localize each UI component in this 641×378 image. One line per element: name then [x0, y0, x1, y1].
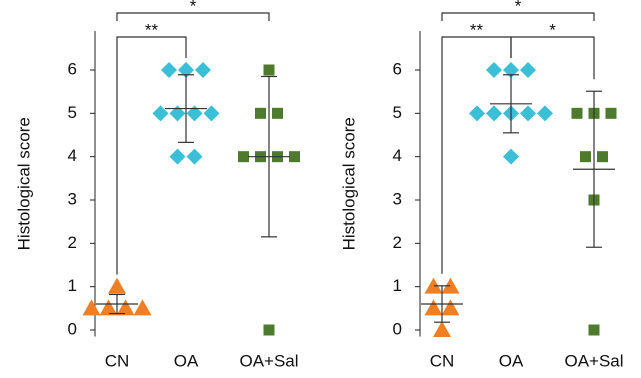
- y-tick-label: 2: [393, 233, 402, 252]
- x-tick-label: CN: [430, 351, 455, 370]
- point: [580, 151, 591, 163]
- point: [424, 277, 443, 294]
- significance-label: *: [515, 0, 522, 15]
- point: [161, 62, 177, 78]
- y-axis-label: Histological score: [14, 117, 33, 250]
- significance-bracket: [441, 12, 595, 21]
- point: [424, 299, 443, 316]
- point: [169, 148, 186, 165]
- y-tick-label: 4: [68, 146, 77, 165]
- point: [433, 321, 451, 337]
- point: [588, 324, 600, 336]
- significance-bracket: [116, 36, 187, 275]
- y-tick-label: 1: [393, 276, 402, 295]
- y-tick-label: 0: [68, 319, 77, 338]
- significance-bracket: [510, 36, 595, 80]
- x-tick-label: OA+Sal: [239, 351, 298, 370]
- significance-bracket: [441, 36, 512, 274]
- point: [486, 105, 502, 122]
- point: [178, 62, 194, 78]
- point: [441, 299, 460, 316]
- y-tick-label: 1: [68, 276, 77, 295]
- y-tick-label: 0: [393, 319, 402, 338]
- point: [605, 107, 617, 119]
- point: [486, 62, 502, 78]
- point: [469, 105, 485, 122]
- significance-label: *: [190, 0, 197, 15]
- point: [597, 151, 608, 163]
- point: [520, 105, 536, 122]
- x-tick-label: OA+Sal: [564, 351, 623, 370]
- point: [272, 107, 283, 119]
- y-tick-label: 6: [68, 59, 77, 78]
- point: [82, 299, 101, 316]
- y-axis-label: Histological score: [339, 117, 358, 250]
- x-tick-label: OA: [174, 351, 199, 370]
- y-tick-label: 3: [68, 189, 77, 208]
- y-tick-label: 3: [393, 189, 402, 208]
- y-tick-label: 6: [393, 59, 402, 78]
- x-tick-label: OA: [499, 351, 524, 370]
- point: [263, 64, 275, 76]
- point: [520, 62, 536, 78]
- point: [503, 148, 519, 165]
- point: [503, 62, 519, 78]
- point: [255, 107, 266, 119]
- point: [152, 105, 169, 122]
- y-tick-label: 4: [393, 146, 402, 165]
- point: [195, 62, 211, 78]
- point: [238, 151, 249, 163]
- significance-label: *: [549, 20, 556, 39]
- y-tick-label: 5: [68, 103, 77, 122]
- point: [133, 299, 152, 316]
- point: [169, 105, 186, 122]
- y-tick-label: 2: [68, 233, 77, 252]
- point: [537, 105, 553, 122]
- point: [203, 105, 220, 122]
- significance-bracket: [116, 12, 270, 21]
- point: [99, 299, 118, 316]
- x-tick-label: CN: [105, 351, 130, 370]
- y-tick-label: 5: [393, 103, 402, 122]
- point: [571, 107, 583, 119]
- point: [441, 277, 460, 294]
- point: [108, 277, 126, 294]
- point: [186, 105, 203, 122]
- significance-label: **: [145, 20, 159, 39]
- point: [289, 151, 300, 163]
- point: [186, 148, 203, 165]
- significance-label: **: [470, 20, 484, 39]
- point: [116, 299, 135, 316]
- point: [263, 324, 275, 336]
